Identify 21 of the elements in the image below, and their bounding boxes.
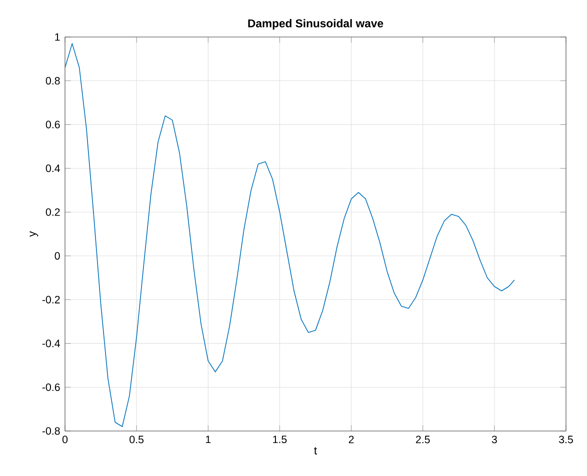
- y-tick-label: -0.4: [42, 340, 60, 348]
- x-tick-label: 1.5: [273, 436, 287, 444]
- chart-title: Damped Sinusoidal wave: [248, 19, 384, 30]
- x-tick-label: 2.5: [416, 436, 430, 444]
- y-tick-label: 0.8: [46, 77, 60, 85]
- x-axis-title: t: [314, 447, 317, 454]
- y-tick-label: 0.4: [46, 164, 60, 172]
- x-tick-label: 0: [62, 436, 68, 444]
- y-tick-label: -0.8: [42, 427, 60, 435]
- x-tick-label: 1: [206, 436, 211, 444]
- y-axis-title: y: [30, 231, 38, 237]
- y-tick-label: 0.6: [46, 120, 60, 128]
- y-tick-label: 0.2: [46, 208, 60, 216]
- y-tick-label: 0: [54, 252, 60, 260]
- x-tick-label: 3.5: [558, 436, 573, 444]
- x-tick-label: 0.5: [130, 436, 144, 444]
- y-tick-label: -0.2: [42, 296, 60, 304]
- y-tick-label: -0.6: [42, 383, 60, 391]
- x-tick-label: 2: [348, 436, 354, 444]
- x-tick-label: 3: [492, 436, 497, 444]
- y-tick-label: 1: [55, 33, 60, 41]
